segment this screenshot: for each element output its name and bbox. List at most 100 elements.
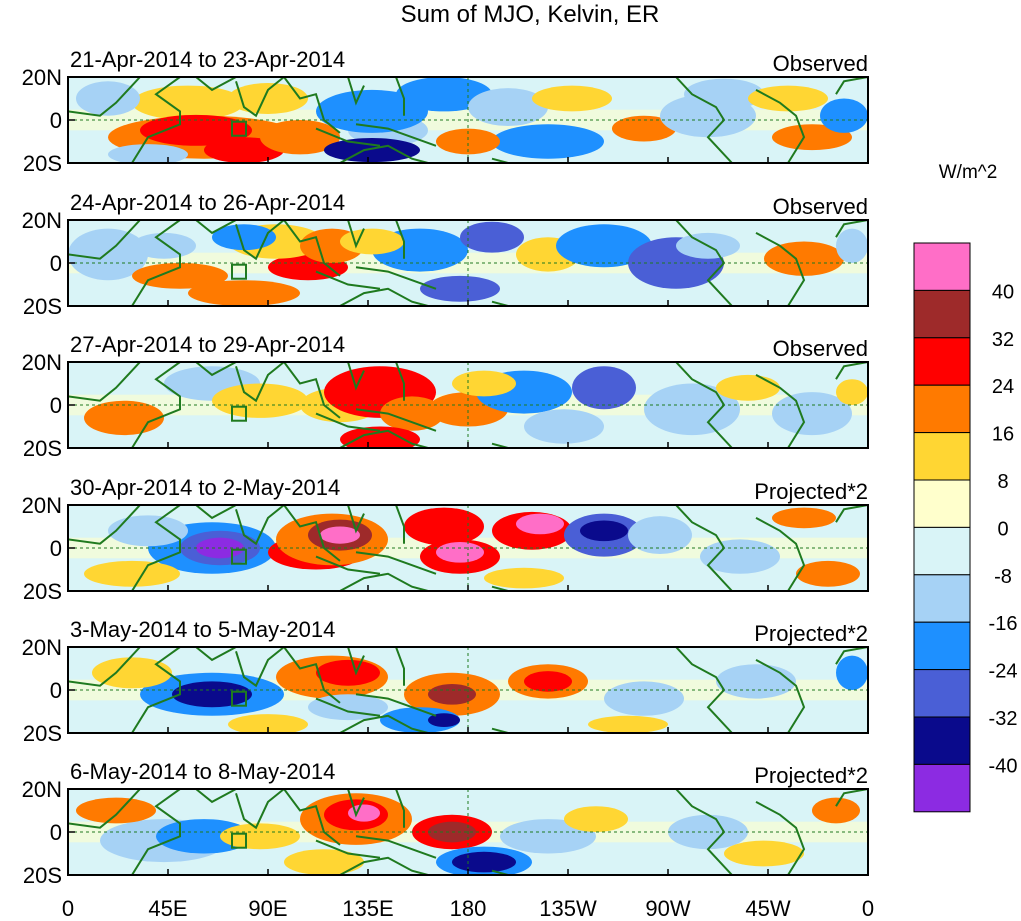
anomaly-contour xyxy=(516,513,564,535)
coastline xyxy=(755,89,806,163)
coastline xyxy=(339,714,429,733)
index-box xyxy=(231,832,247,849)
coastline xyxy=(339,144,429,163)
anomaly-contour xyxy=(188,280,300,306)
panel-date-range: 6-May-2014 to 8-May-2014 xyxy=(70,759,335,784)
coastline xyxy=(235,789,285,830)
anomaly-contour xyxy=(84,400,164,436)
lat-label: 0 xyxy=(50,820,62,845)
coastline xyxy=(755,659,806,733)
anomaly-contour xyxy=(316,659,380,686)
coastline xyxy=(835,220,868,238)
anomaly-contour xyxy=(724,840,804,867)
coastline xyxy=(339,287,429,306)
coastline xyxy=(835,789,868,807)
anomaly-contour xyxy=(468,88,548,127)
anomaly-contour xyxy=(404,507,484,546)
anomaly-contour xyxy=(532,85,612,112)
anomaly-contour xyxy=(524,409,604,444)
map-panel: 20N 0 20S 21-Apr-2014 to 23-Apr-2014 Observe… xyxy=(22,47,869,176)
panel-date-range: 24-Apr-2014 to 26-Apr-2014 xyxy=(70,190,345,215)
coastline xyxy=(195,647,237,662)
colorbar-swatch xyxy=(913,337,971,386)
coastline xyxy=(235,647,285,688)
anomaly-field xyxy=(68,647,868,733)
anomaly-contour xyxy=(772,392,852,436)
coastline xyxy=(235,77,285,118)
anomaly-field xyxy=(68,789,868,875)
panel-type-label: Projected*2 xyxy=(754,479,868,504)
coastline xyxy=(283,505,365,562)
coastline xyxy=(835,647,868,665)
colorbar-swatch xyxy=(913,574,971,623)
coastline xyxy=(339,429,429,448)
anomaly-contour xyxy=(348,804,380,822)
coastline xyxy=(315,835,437,859)
colorbar-level: 32 xyxy=(992,329,1014,351)
coastline xyxy=(755,517,806,591)
coastline xyxy=(835,362,868,380)
anomaly-contour xyxy=(772,507,836,529)
anomaly-contour xyxy=(220,823,300,850)
coastline xyxy=(315,693,437,717)
anomaly-contour xyxy=(820,98,868,133)
units-label: W/m^2 xyxy=(939,162,998,183)
anomaly-contour xyxy=(556,224,652,268)
coastline xyxy=(755,232,806,306)
anomaly-contour xyxy=(588,715,668,733)
colorbar-swatch xyxy=(913,621,971,671)
panel-type-label: Projected*2 xyxy=(754,621,868,646)
colorbar-swatch xyxy=(913,479,971,528)
coastline xyxy=(675,77,733,163)
map-panel: 20N 0 20S 3-May-2014 to 5-May-2014 Projected… xyxy=(22,617,869,746)
colorbar-swatch xyxy=(913,716,971,765)
coastline xyxy=(68,362,181,448)
panel-type-label: Observed xyxy=(773,51,868,76)
panel-type-label: Observed xyxy=(773,194,868,219)
colorbar-swatch xyxy=(913,289,971,339)
anomaly-contour xyxy=(76,81,140,116)
colorbar-level: 0 xyxy=(997,518,1008,540)
coastline xyxy=(675,647,733,733)
anomaly-contour xyxy=(228,83,308,114)
anomaly-contour xyxy=(68,228,148,281)
lon-label: 135E xyxy=(342,896,393,921)
map-panel: 20N 0 20S 24-Apr-2014 to 26-Apr-2014 Observe… xyxy=(22,190,869,319)
lat-label: 0 xyxy=(50,678,62,703)
anomaly-contour xyxy=(460,221,524,253)
lat-label: 20N xyxy=(22,493,62,518)
coastline xyxy=(283,647,365,704)
lat-label: 20N xyxy=(22,635,62,660)
colorbar-level: 16 xyxy=(992,424,1014,446)
anomaly-contour xyxy=(452,370,516,397)
lon-label: 0 xyxy=(62,896,74,921)
coastline xyxy=(315,408,437,432)
anomaly-contour xyxy=(748,85,828,112)
coastline xyxy=(195,505,237,520)
anomaly-field xyxy=(68,362,868,448)
anomaly-contour xyxy=(500,819,596,854)
lat-label: 0 xyxy=(50,108,62,133)
colorbar-level: -40 xyxy=(989,755,1018,777)
anomaly-contour xyxy=(324,138,420,163)
anomaly-contour xyxy=(772,124,852,151)
anomaly-contour xyxy=(628,516,692,555)
lon-label: 90W xyxy=(645,896,690,921)
lat-label: 0 xyxy=(50,393,62,418)
anomaly-contour xyxy=(684,78,764,110)
coastline xyxy=(675,789,733,875)
figure-title: Sum of MJO, Kelvin, ER xyxy=(401,1,660,28)
anomaly-contour xyxy=(420,275,500,302)
anomaly-contour xyxy=(228,714,308,733)
lon-label: 180 xyxy=(450,896,487,921)
anomaly-contour xyxy=(604,681,684,716)
colorbar-swatch xyxy=(913,763,971,813)
colorbar-level: 8 xyxy=(997,471,1008,493)
lat-label: 0 xyxy=(50,251,62,276)
longitude-axis: 0 45E 90E 135E 180 135W 90W 45W 0 xyxy=(62,896,874,921)
anomaly-contour xyxy=(764,241,844,276)
coastline xyxy=(283,789,365,846)
anomaly-contour xyxy=(108,515,188,547)
coastline xyxy=(68,789,181,875)
anomaly-contour xyxy=(320,526,360,544)
